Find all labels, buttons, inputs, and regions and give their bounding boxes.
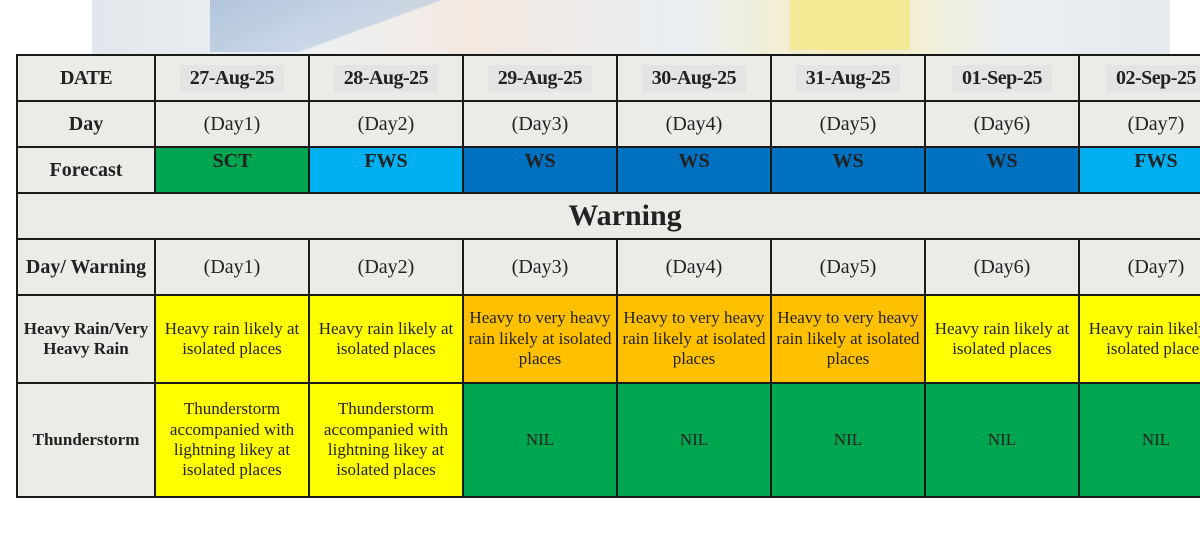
- thunderstorm-cell: NIL: [1078, 382, 1200, 498]
- heavy-rain-cell: Heavy to very heavy rain likely at isola…: [770, 294, 926, 384]
- day-cell: (Day3): [462, 100, 618, 148]
- date-cell: 30-Aug-25: [616, 54, 772, 102]
- date-cell: 28-Aug-25: [308, 54, 464, 102]
- forecast-cell: WS: [924, 146, 1080, 194]
- date-cell: 02-Sep-25: [1078, 54, 1200, 102]
- forecast-row: Forecast SCT FWS WS WS WS WS FWS: [16, 146, 1200, 194]
- heavy-rain-cell: Heavy rain likely at isolated places: [308, 294, 464, 384]
- day-row: Day (Day1) (Day2) (Day3) (Day4) (Day5) (…: [16, 100, 1200, 148]
- date-value: 27-Aug-25: [179, 64, 285, 92]
- forecast-header: Forecast: [16, 146, 156, 194]
- date-cell: 29-Aug-25: [462, 54, 618, 102]
- date-cell: 27-Aug-25: [154, 54, 310, 102]
- forecast-cell: FWS: [1078, 146, 1200, 194]
- forecast-cell: FWS: [308, 146, 464, 194]
- date-value: 01-Sep-25: [952, 64, 1052, 92]
- warning-day-cell: (Day4): [616, 238, 772, 296]
- thunderstorm-cell: NIL: [462, 382, 618, 498]
- thunderstorm-cell: NIL: [770, 382, 926, 498]
- heavy-rain-cell: Heavy to very heavy rain likely at isola…: [462, 294, 618, 384]
- day-cell: (Day2): [308, 100, 464, 148]
- thunderstorm-cell: Thunderstorm accompanied with lightning …: [308, 382, 464, 498]
- heavy-rain-header: Heavy Rain/Very Heavy Rain: [16, 294, 156, 384]
- day-warning-row: Day/ Warning (Day1) (Day2) (Day3) (Day4)…: [16, 238, 1200, 296]
- warning-day-cell: (Day7): [1078, 238, 1200, 296]
- day-header: Day: [16, 100, 156, 148]
- thunderstorm-cell: Thunderstorm accompanied with lightning …: [154, 382, 310, 498]
- date-cell: 01-Sep-25: [924, 54, 1080, 102]
- forecast-cell: WS: [770, 146, 926, 194]
- day-cell: (Day1): [154, 100, 310, 148]
- heavy-rain-cell: Heavy rain likely at isolated places: [154, 294, 310, 384]
- date-cell: 31-Aug-25: [770, 54, 926, 102]
- thunderstorm-cell: NIL: [616, 382, 772, 498]
- forecast-cell: SCT: [154, 146, 310, 194]
- heavy-rain-cell: Heavy rain likely at isolated places: [924, 294, 1080, 384]
- warning-title: Warning: [16, 192, 1200, 240]
- forecast-cell: WS: [616, 146, 772, 194]
- day-cell: (Day4): [616, 100, 772, 148]
- warning-day-cell: (Day1): [154, 238, 310, 296]
- background-tower: [790, 0, 910, 50]
- day-cell: (Day5): [770, 100, 926, 148]
- forecast-cell: WS: [462, 146, 618, 194]
- day-cell: (Day6): [924, 100, 1080, 148]
- thunderstorm-cell: NIL: [924, 382, 1080, 498]
- date-value: 31-Aug-25: [795, 64, 901, 92]
- date-value: 28-Aug-25: [333, 64, 439, 92]
- thunderstorm-row: Thunderstorm Thunderstorm accompanied wi…: [16, 382, 1200, 498]
- heavy-rain-cell: Heavy to very heavy rain likely at isola…: [616, 294, 772, 384]
- day-cell: (Day7): [1078, 100, 1200, 148]
- warning-title-row: Warning: [16, 192, 1200, 240]
- date-row: DATE 27-Aug-25 28-Aug-25 29-Aug-25 30-Au…: [16, 54, 1200, 102]
- day-warning-header: Day/ Warning: [16, 238, 156, 296]
- heavy-rain-cell: Heavy rain likely at isolated places: [1078, 294, 1200, 384]
- warning-day-cell: (Day6): [924, 238, 1080, 296]
- warning-day-cell: (Day2): [308, 238, 464, 296]
- date-value: 29-Aug-25: [487, 64, 593, 92]
- date-header: DATE: [16, 54, 156, 102]
- date-value: 02-Sep-25: [1106, 64, 1200, 92]
- weather-warning-table: DATE 27-Aug-25 28-Aug-25 29-Aug-25 30-Au…: [16, 54, 1200, 498]
- date-value: 30-Aug-25: [641, 64, 747, 92]
- heavy-rain-row: Heavy Rain/Very Heavy Rain Heavy rain li…: [16, 294, 1200, 384]
- warning-day-cell: (Day3): [462, 238, 618, 296]
- thunderstorm-header: Thunderstorm: [16, 382, 156, 498]
- background-roof: [210, 0, 450, 52]
- warning-day-cell: (Day5): [770, 238, 926, 296]
